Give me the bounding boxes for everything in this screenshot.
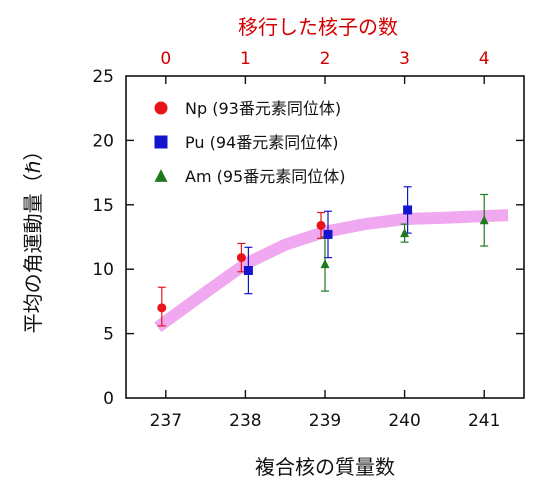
x-tick-label: 239 [309, 411, 341, 431]
top-tick-label: 1 [240, 49, 251, 69]
top-axis-title: 移行した核子の数 [238, 15, 398, 39]
y-tick-label: 20 [92, 131, 114, 151]
top-tick-label: 2 [320, 49, 331, 69]
tick-layer: 0 5 10 15 20 25 237 238 239 240 241 0 1 2 3 4 [92, 49, 524, 431]
legend-marker [154, 101, 168, 115]
top-tick-label: 3 [399, 49, 410, 69]
legend: Np (93番元素同位体) Pu (94番元素同位体) Am (95番元素同位体) [154, 99, 345, 186]
x-tick-label: 241 [468, 411, 500, 431]
triangle-marker [400, 228, 410, 238]
square-marker [243, 265, 253, 275]
x-tick-label: 240 [388, 411, 420, 431]
legend-marker [154, 135, 168, 149]
triangle-marker [320, 258, 330, 269]
legend-label: Np (93番元素同位体) [185, 99, 341, 118]
circle-marker [236, 253, 246, 263]
square-marker [403, 205, 413, 215]
x-tick-label: 237 [150, 411, 182, 431]
y-tick-label: 5 [103, 325, 114, 345]
trend-layer [154, 209, 509, 333]
legend-marker [154, 169, 168, 182]
circle-marker [316, 220, 326, 230]
circle-marker [157, 303, 167, 313]
y-tick-label: 15 [92, 196, 114, 216]
y-tick-label: 0 [103, 389, 114, 409]
data-markers [157, 205, 489, 313]
top-tick-label: 0 [160, 49, 171, 69]
y-axis-title: 平均の角運動量（ℏ） [21, 141, 45, 334]
square-marker [323, 229, 333, 239]
x-tick-label: 238 [229, 411, 261, 431]
legend-label: Pu (94番元素同位体) [185, 133, 338, 152]
top-tick-label: 4 [479, 49, 490, 69]
x-axis-title: 複合核の質量数 [255, 455, 395, 479]
legend-label: Am (95番元素同位体) [185, 167, 345, 186]
trend-band [154, 209, 509, 333]
y-tick-label: 10 [92, 260, 114, 280]
triangle-marker [479, 215, 489, 225]
y-tick-label: 25 [92, 67, 114, 87]
error-bars [157, 186, 489, 327]
